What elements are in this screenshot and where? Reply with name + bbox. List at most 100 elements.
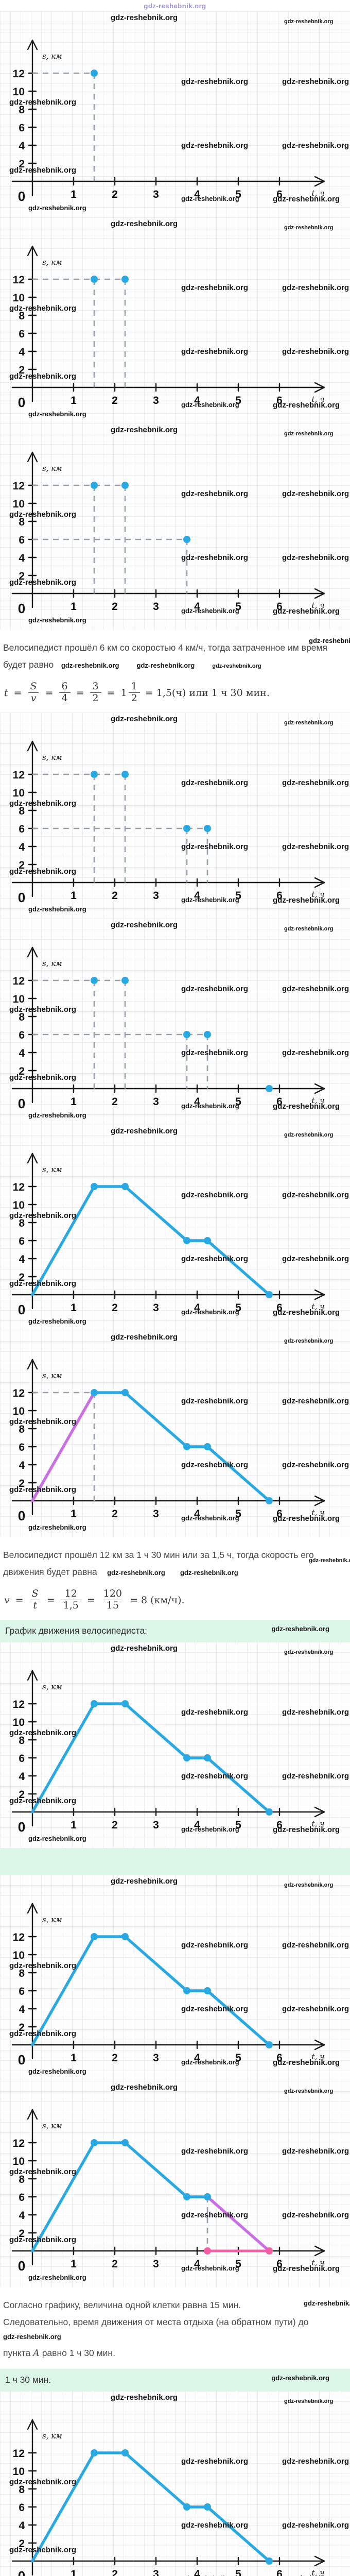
data-point — [91, 482, 98, 489]
svg-text:6: 6 — [19, 1029, 25, 1041]
svg-text:5: 5 — [235, 2052, 241, 2064]
svg-text:6: 6 — [276, 2052, 283, 2064]
svg-text:5: 5 — [235, 1096, 241, 1108]
svg-text:6: 6 — [276, 1508, 283, 1520]
solution-text-2: gdz-reshebnik.org Велосипедист прошёл 12… — [0, 1536, 350, 1620]
data-point — [183, 1987, 190, 1994]
svg-text:12: 12 — [13, 1931, 25, 1943]
svg-text:2: 2 — [19, 1065, 25, 1077]
svg-text:0: 0 — [18, 395, 25, 410]
watermark: gdz-reshebnik.org — [144, 2, 206, 10]
svg-text:s, км: s, км — [42, 464, 62, 473]
paragraph: Следовательно, время движения от места о… — [3, 2317, 309, 2341]
svg-text:6: 6 — [276, 1302, 283, 1314]
svg-text:4: 4 — [19, 1253, 25, 1265]
svg-text:3: 3 — [153, 2052, 159, 2064]
svg-text:t, ч: t, ч — [312, 1096, 325, 1105]
svg-text:4: 4 — [194, 2568, 200, 2576]
svg-text:2: 2 — [112, 1302, 118, 1314]
data-point — [204, 1754, 211, 1761]
chart-finish-point: gdz-reshebnik.org gdz-reshebnik.org gdz-re… — [0, 918, 350, 1125]
svg-text:12: 12 — [13, 68, 25, 80]
svg-text:10: 10 — [13, 787, 25, 799]
svg-text:6: 6 — [19, 534, 25, 546]
paragraph: Согласно графику, величина одной клетки … — [3, 2299, 241, 2310]
svg-text:0: 0 — [18, 2052, 25, 2067]
svg-text:s, км: s, км — [42, 959, 62, 968]
svg-text:t, ч: t, ч — [312, 1302, 325, 1311]
svg-text:t, ч: t, ч — [312, 2568, 325, 2576]
svg-text:5: 5 — [235, 1819, 241, 1831]
svg-text:0: 0 — [18, 1819, 25, 1835]
paragraph: пункта A равно 1 ч 30 мин. — [3, 2348, 115, 2359]
data-point — [183, 1443, 190, 1450]
svg-text:6: 6 — [19, 1235, 25, 1247]
svg-text:s, км: s, км — [42, 1915, 62, 1924]
svg-text:6: 6 — [276, 189, 283, 200]
svg-text:5: 5 — [235, 2568, 241, 2576]
svg-text:0: 0 — [18, 189, 25, 204]
data-point — [91, 1933, 98, 1940]
svg-text:1: 1 — [71, 1508, 77, 1520]
graph-line-blue — [31, 1935, 271, 2046]
solution-text-3: gdz-reshebnik.org Согласно графику, вели… — [0, 2286, 350, 2369]
paragraph: будет равно gdz-reshebnik.org gdz-resheb… — [3, 659, 261, 670]
svg-text:s, км: s, км — [42, 753, 62, 762]
svg-text:3: 3 — [153, 395, 159, 406]
svg-text:t, ч: t, ч — [312, 395, 325, 404]
axes — [11, 1359, 325, 1516]
axes — [11, 946, 325, 1104]
svg-text:3: 3 — [153, 1819, 159, 1831]
svg-text:10: 10 — [13, 498, 25, 510]
svg-text:1: 1 — [71, 2052, 77, 2064]
svg-text:4: 4 — [19, 1460, 25, 1471]
svg-text:2: 2 — [19, 1272, 25, 1283]
axes — [11, 451, 325, 608]
svg-text:8: 8 — [19, 1011, 25, 1023]
interval-endpoint — [266, 2247, 273, 2255]
data-point — [183, 1236, 190, 1244]
data-point — [183, 1754, 190, 1761]
svg-text:5: 5 — [235, 1508, 241, 1520]
svg-text:4: 4 — [19, 140, 25, 152]
svg-text:1: 1 — [71, 189, 77, 200]
watermark: gdz-reshebnik.org — [271, 1624, 329, 1633]
axes — [11, 1670, 325, 1827]
graph-line-magenta — [31, 1391, 96, 1502]
data-point — [204, 1030, 211, 1038]
svg-text:8: 8 — [19, 516, 25, 528]
interval-endpoint — [204, 2247, 211, 2255]
svg-text:1: 1 — [71, 601, 77, 613]
svg-text:t, ч: t, ч — [312, 890, 325, 899]
axes — [11, 245, 325, 402]
watermark: gdz-reshebnik.org — [107, 1569, 165, 1577]
chart-return-halfway-point: gdz-reshebnik.org gdz-reshebnik.org gdz-re… — [0, 423, 350, 630]
svg-text:6: 6 — [276, 1819, 283, 1831]
data-point — [266, 1808, 273, 1816]
data-point — [91, 276, 98, 283]
svg-text:12: 12 — [13, 2448, 25, 2460]
svg-text:8: 8 — [19, 2484, 25, 2496]
chart-motion-graph-repeat-2: gdz-reshebnik.org gdz-reshebnik.org gdz-re… — [0, 2391, 350, 2576]
data-point — [121, 1388, 129, 1396]
svg-text:4: 4 — [194, 395, 200, 406]
svg-text:10: 10 — [13, 292, 25, 304]
svg-text:1: 1 — [71, 1819, 77, 1831]
axes — [11, 1153, 325, 1310]
svg-text:4: 4 — [19, 552, 25, 564]
svg-text:12: 12 — [13, 2138, 25, 2149]
svg-text:2: 2 — [112, 890, 118, 902]
svg-text:12: 12 — [13, 1181, 25, 1193]
graph-line-blue — [31, 1185, 271, 1296]
svg-text:5: 5 — [235, 2258, 241, 2270]
data-point — [204, 824, 211, 832]
